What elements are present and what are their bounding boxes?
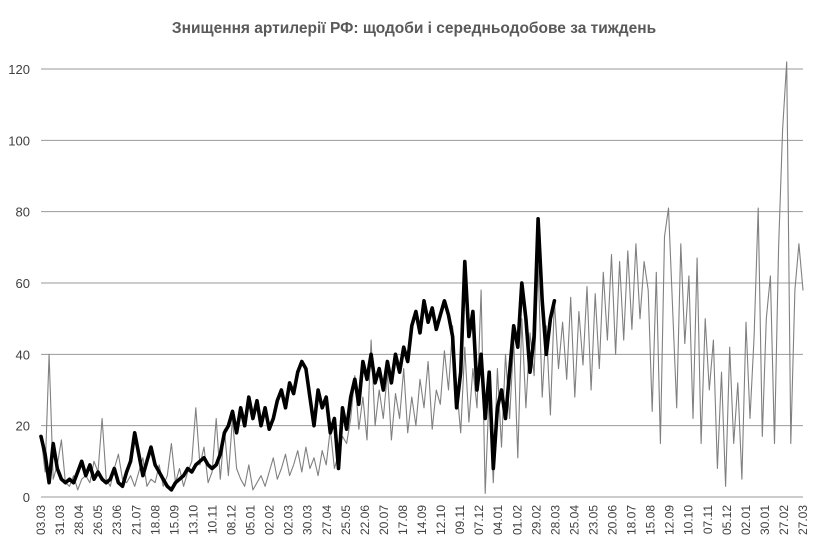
daily-line xyxy=(40,61,804,494)
x-tick-label: 05.01 xyxy=(244,505,258,535)
x-tick-label: 12.09 xyxy=(663,505,677,535)
x-tick-label: 27.02 xyxy=(777,505,791,535)
x-tick-label: 26.05 xyxy=(91,505,105,535)
x-tick-label: 27.04 xyxy=(320,505,334,535)
x-axis-ticks: 03.03 31.03 28.04 26.05 23.06 21.07 18.08 15.09… xyxy=(34,505,810,535)
x-tick-label: 20.07 xyxy=(377,505,391,535)
chart-title: Знищення артилерії РФ: щодоби і середньо… xyxy=(172,20,656,37)
x-tick-label: 29.02 xyxy=(529,505,543,535)
y-tick-label: 80 xyxy=(16,205,30,220)
x-tick-label: 21.07 xyxy=(129,505,143,535)
x-tick-label: 28.04 xyxy=(72,505,86,535)
x-tick-label: 30.03 xyxy=(301,505,315,535)
x-tick-label: 23.06 xyxy=(110,505,124,535)
x-tick-label: 04.01 xyxy=(491,505,505,535)
x-tick-label: 08.12 xyxy=(225,505,239,535)
x-tick-label: 09.11 xyxy=(453,505,467,534)
x-tick-label: 14.09 xyxy=(415,505,429,535)
series-lines xyxy=(39,61,804,494)
x-tick-label: 02.01 xyxy=(739,505,753,535)
x-tick-label: 10.11 xyxy=(205,505,219,534)
y-axis-ticks: 0 20 40 60 80 100 120 xyxy=(8,62,30,505)
x-tick-label: 12.10 xyxy=(434,505,448,535)
y-tick-label: 20 xyxy=(16,419,30,434)
y-tick-label: 40 xyxy=(16,347,30,362)
x-tick-label: 13.10 xyxy=(186,505,200,535)
x-tick-label: 30.01 xyxy=(758,505,772,535)
x-tick-label: 20.06 xyxy=(606,505,620,535)
x-tick-label: 25.04 xyxy=(567,505,581,535)
weekly-average-line xyxy=(39,217,557,492)
x-tick-label: 05.12 xyxy=(720,505,734,535)
x-tick-label: 15.08 xyxy=(644,505,658,535)
grid-lines xyxy=(41,68,803,498)
x-tick-label: 15.09 xyxy=(167,505,181,535)
x-tick-label: 02.03 xyxy=(282,505,296,535)
y-tick-label: 60 xyxy=(16,276,30,291)
x-tick-label: 25.05 xyxy=(339,505,353,535)
x-tick-label: 31.03 xyxy=(53,505,67,535)
x-tick-label: 03.03 xyxy=(34,505,48,535)
y-tick-label: 100 xyxy=(8,133,30,148)
x-tick-label: 17.08 xyxy=(396,505,410,535)
y-tick-label: 0 xyxy=(23,490,30,505)
x-tick-label: 18.07 xyxy=(625,505,639,535)
x-tick-label: 28.03 xyxy=(548,505,562,535)
x-tick-label: 22.06 xyxy=(358,505,372,535)
x-tick-label: 02.02 xyxy=(263,505,277,535)
x-tick-label: 07.12 xyxy=(472,505,486,535)
x-tick-label: 23.05 xyxy=(586,505,600,535)
x-tick-label: 07.11 xyxy=(701,505,715,534)
x-tick-label: 18.08 xyxy=(148,505,162,535)
x-tick-label: 01.02 xyxy=(510,505,524,535)
x-tick-label: 27.03 xyxy=(796,505,810,535)
x-tick-label: 10.10 xyxy=(682,505,696,535)
y-tick-label: 120 xyxy=(8,62,30,77)
